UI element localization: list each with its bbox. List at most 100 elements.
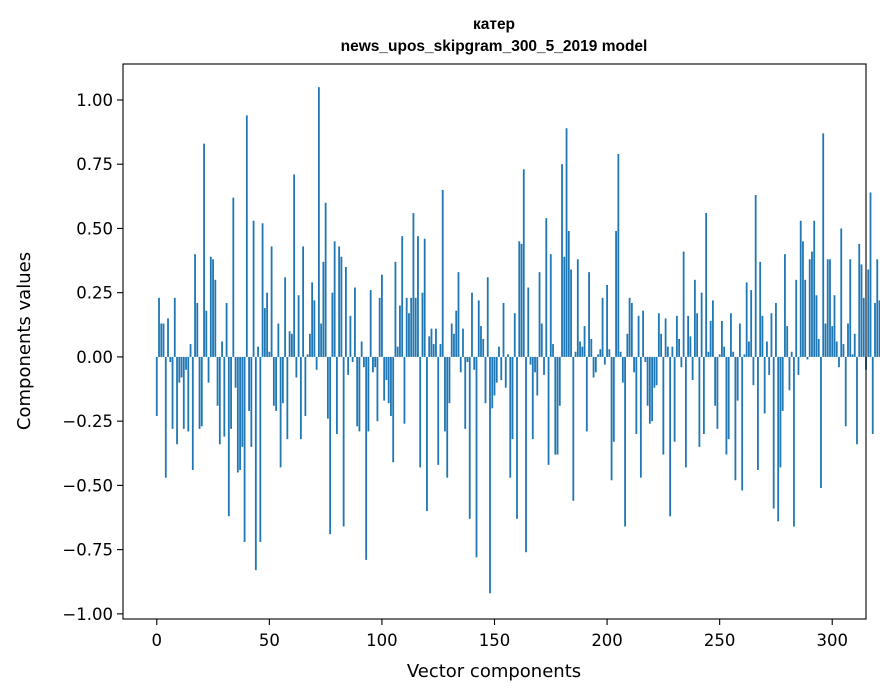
bar — [820, 356, 822, 488]
bar — [299, 356, 302, 440]
bar — [556, 356, 559, 455]
bar — [338, 246, 341, 357]
bar — [345, 266, 347, 357]
bar — [876, 259, 879, 357]
bar — [216, 356, 219, 406]
bar — [381, 274, 383, 357]
bar — [475, 356, 478, 558]
bar — [583, 326, 586, 357]
bar — [734, 356, 737, 481]
bar — [403, 356, 406, 424]
y-tick-label: −0.50 — [62, 476, 113, 495]
y-tick-label: 0.50 — [76, 219, 113, 238]
bar — [797, 356, 800, 375]
bar — [372, 356, 374, 373]
bar — [581, 346, 584, 357]
bar — [666, 346, 669, 357]
bar — [482, 338, 485, 357]
bar — [281, 356, 284, 404]
bar — [752, 356, 755, 386]
bar — [700, 292, 703, 357]
bar — [390, 356, 392, 417]
bar — [770, 313, 773, 357]
bar — [392, 356, 395, 463]
bar — [158, 297, 160, 357]
bar — [333, 241, 336, 357]
bar — [730, 313, 732, 357]
y-tick-label: −0.25 — [62, 412, 113, 431]
bar — [851, 354, 854, 357]
bar — [369, 290, 372, 357]
x-tick-label: 0 — [152, 631, 163, 650]
bar — [660, 333, 663, 357]
bar — [714, 356, 717, 406]
bar — [840, 228, 843, 357]
bar — [484, 356, 487, 404]
bar — [453, 333, 455, 357]
bar — [585, 356, 588, 432]
bar — [784, 254, 786, 357]
bar — [858, 243, 861, 357]
bar — [507, 354, 509, 357]
y-axis-label: Components values — [14, 252, 35, 430]
bar — [439, 344, 442, 357]
bar — [802, 241, 804, 357]
bar — [268, 351, 271, 357]
bar — [786, 326, 789, 357]
bar — [554, 356, 557, 455]
bar — [824, 323, 827, 357]
bar — [221, 341, 223, 357]
bar — [288, 331, 291, 357]
bar — [793, 356, 795, 527]
bar — [225, 302, 228, 357]
bar — [374, 356, 377, 368]
bar — [450, 323, 453, 357]
bar — [565, 128, 568, 357]
bar — [635, 356, 638, 434]
bar — [194, 254, 196, 357]
y-tick-label: 0.00 — [76, 348, 113, 367]
bar — [349, 315, 352, 357]
bar — [723, 346, 726, 357]
bar — [847, 323, 849, 357]
bar — [293, 174, 296, 357]
bar — [538, 272, 541, 357]
bar — [448, 356, 451, 404]
x-tick-label: 200 — [591, 631, 623, 650]
bar — [673, 356, 676, 442]
bar — [637, 315, 640, 357]
bar — [167, 318, 169, 357]
bar — [426, 356, 428, 512]
bar — [520, 243, 523, 357]
x-axis-ticks: 0 50 100 150 200 250 300 — [152, 619, 848, 650]
bar — [227, 356, 230, 517]
bar — [290, 333, 293, 357]
bar — [455, 310, 458, 357]
bar — [572, 356, 575, 501]
bar — [171, 356, 174, 429]
bar — [160, 323, 163, 357]
bar — [621, 356, 624, 383]
bar — [815, 295, 818, 357]
bar — [504, 356, 507, 388]
bar — [304, 356, 307, 417]
bar — [185, 356, 187, 370]
y-tick-label: 0.25 — [76, 284, 113, 303]
bar — [597, 354, 599, 357]
bar — [178, 356, 181, 383]
bar — [763, 356, 766, 414]
bar — [624, 356, 626, 527]
bar — [223, 356, 226, 437]
bar — [829, 259, 831, 357]
bar — [759, 261, 762, 357]
bar — [279, 356, 282, 468]
bar — [608, 349, 611, 357]
bar — [284, 277, 287, 357]
bar — [234, 356, 237, 388]
bar — [689, 336, 692, 357]
bar — [331, 292, 334, 357]
bar — [200, 356, 203, 427]
bar — [718, 354, 721, 357]
bar — [203, 143, 205, 357]
bar — [421, 292, 424, 357]
